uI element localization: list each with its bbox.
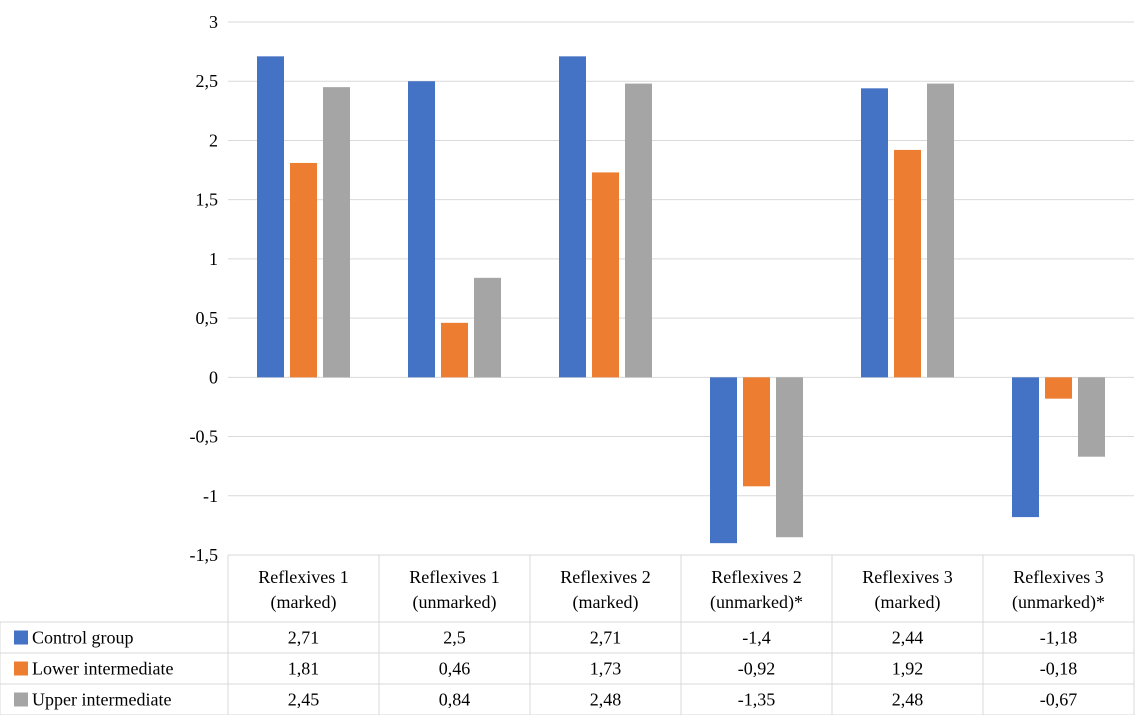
bar [559, 56, 586, 378]
bar [743, 377, 770, 487]
bar [592, 172, 619, 378]
y-tick-label: -0,5 [190, 427, 219, 447]
table-cell: 2,44 [892, 628, 924, 648]
bar [625, 83, 652, 378]
y-tick-label: -1,5 [190, 545, 219, 565]
y-tick-label: 2,5 [196, 71, 219, 91]
table-cell: 2,71 [288, 628, 320, 648]
legend-label: Upper intermediate [32, 690, 171, 710]
table-cell: 0,46 [439, 659, 471, 679]
bar [1078, 377, 1105, 457]
table-cell: 0,84 [439, 690, 471, 710]
bar [290, 162, 317, 378]
table-cell: -1,4 [742, 628, 771, 648]
category-label: (unmarked)* [1012, 592, 1105, 613]
table-cell: 1,73 [590, 659, 622, 679]
category-label: Reflexives 2 [711, 567, 801, 587]
bar [408, 81, 435, 378]
bar [474, 277, 501, 378]
legend-label: Lower intermediate [32, 659, 173, 679]
bar [710, 377, 737, 544]
y-tick-label: 3 [209, 12, 218, 32]
legend-swatch [14, 630, 28, 645]
table-cell: 2,48 [892, 690, 924, 710]
category-label: Reflexives 1 [258, 567, 348, 587]
y-tick-label: 0,5 [196, 308, 219, 328]
table-cell: -0,92 [738, 659, 776, 679]
bar [776, 377, 803, 538]
gridlines [228, 21, 1134, 556]
legend-swatch [14, 661, 28, 676]
y-tick-label: -1 [203, 486, 218, 506]
table-cell: 2,45 [288, 690, 320, 710]
table-cell: -1,35 [738, 690, 776, 710]
bar [861, 88, 888, 378]
bar [894, 149, 921, 378]
category-label: (unmarked) [413, 592, 497, 613]
category-label: Reflexives 2 [560, 567, 650, 587]
y-tick-label: 1 [209, 249, 218, 269]
data-table: Reflexives 1 (marked) Reflexives 1 (unmarke… [0, 554, 1135, 715]
category-label: Reflexives 3 [862, 567, 952, 587]
legend-swatch [14, 692, 28, 707]
table-cell: 1,92 [892, 659, 924, 679]
bar [441, 322, 468, 378]
bar [927, 83, 954, 378]
category-label: (unmarked)* [710, 592, 803, 613]
legend-label: Control group [32, 628, 134, 648]
table-cell: -0,67 [1040, 690, 1078, 710]
bar [323, 87, 350, 378]
table-cell: 2,48 [590, 690, 622, 710]
bar [1045, 377, 1072, 399]
y-tick-label: 0 [209, 367, 218, 387]
category-label: (marked) [271, 592, 337, 613]
table-cell: 2,71 [590, 628, 622, 648]
table-cell: 2,5 [443, 628, 466, 648]
category-label: Reflexives 3 [1013, 567, 1103, 587]
category-label: (marked) [875, 592, 941, 613]
category-label: (marked) [573, 592, 639, 613]
bar [257, 56, 284, 378]
y-axis: 3 2,5 2 1,5 1 0,5 0 -0,5 -1 -1,5 [190, 12, 219, 565]
bar [1012, 377, 1039, 518]
category-label: Reflexives 1 [409, 567, 499, 587]
table-cell: -0,18 [1040, 659, 1078, 679]
bars [257, 56, 1105, 544]
y-tick-label: 2 [209, 130, 218, 150]
table-cell: 1,81 [288, 659, 320, 679]
table-cell: -1,18 [1040, 628, 1078, 648]
y-tick-label: 1,5 [196, 190, 219, 210]
